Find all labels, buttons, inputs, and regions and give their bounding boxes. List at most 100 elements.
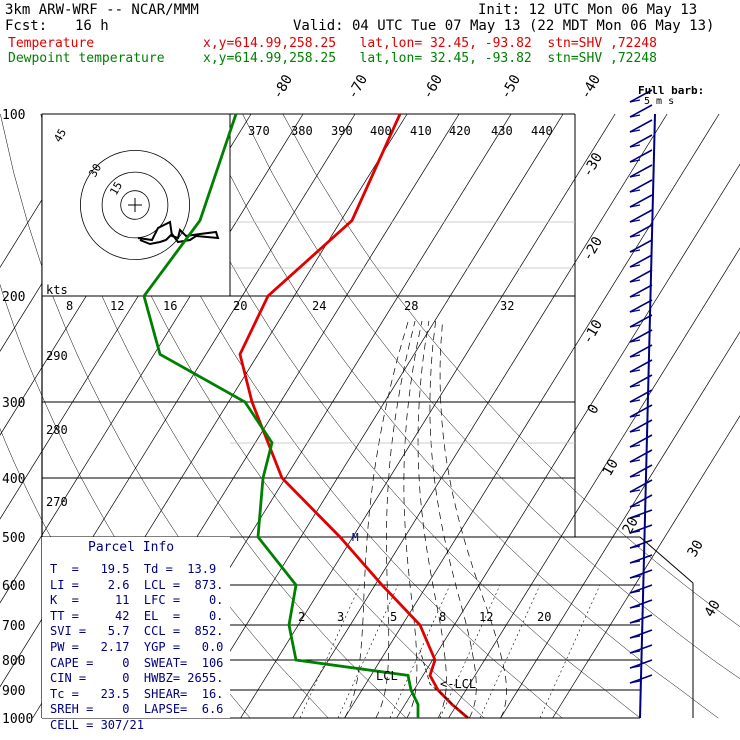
wind-barb xyxy=(629,194,653,208)
parcel-path xyxy=(419,649,469,719)
wind-barb-flag xyxy=(629,399,641,403)
wind-barb-flag xyxy=(629,515,641,519)
dewpoint-legend: Dewpoint temperature xyxy=(8,51,165,66)
parcel-info-row: CELL = 307/21 xyxy=(50,718,144,732)
m-marker: M xyxy=(352,531,359,544)
skewed-isotherm-label: -80 xyxy=(270,72,297,102)
hodo-speed-label: 12 xyxy=(110,299,124,313)
skewed-isotherm-label: 40 xyxy=(702,597,724,620)
barb-frame xyxy=(639,536,694,584)
pressure-tick-label: 900 xyxy=(2,684,25,699)
skewed-isotherm-label: -70 xyxy=(345,72,372,102)
wind-barb xyxy=(629,269,653,283)
wind-barb-flag xyxy=(629,114,641,118)
wind-barb xyxy=(629,179,653,193)
parcel-info-row: T = 19.5 Td = 13.9 xyxy=(50,562,217,576)
wind-barb-flag xyxy=(629,429,641,433)
wind-barb xyxy=(629,119,653,133)
init-time: Init: 12 UTC Mon 06 May 13 xyxy=(478,2,698,18)
wind-barb-flag xyxy=(629,144,641,148)
wind-barb-flag xyxy=(629,384,641,388)
skewed-isotherm-label: -30 xyxy=(580,150,607,180)
wind-barb xyxy=(629,494,653,508)
parcel-info-title: Parcel Info xyxy=(88,540,175,555)
wind-barb-flag xyxy=(629,474,641,478)
parcel-info-row: PW = 2.17 YGP = 0.0 xyxy=(50,640,224,654)
theta-e-label: 390 xyxy=(331,124,353,138)
wind-barb-flag xyxy=(629,129,641,133)
dry-adiabat xyxy=(242,113,740,680)
wind-barb xyxy=(629,329,653,343)
dry-adiabat xyxy=(121,113,563,719)
skewed-isotherm-label: -60 xyxy=(420,72,447,102)
mixing-ratio-label: 8 xyxy=(439,610,446,624)
hodo-ring-label: 30 xyxy=(86,162,104,180)
wind-barb-flag xyxy=(629,294,641,298)
wind-barb-flag xyxy=(629,369,641,373)
parcel-info-row: SREH = 0 LAPSE= 6.6 xyxy=(50,702,224,717)
forecast-hour: 16 h xyxy=(75,18,109,34)
wind-barb xyxy=(629,299,653,313)
wind-barb-flag xyxy=(629,99,641,103)
wind-barb xyxy=(629,449,653,463)
isotherm-line xyxy=(0,113,304,604)
dewpoint-location: x,y=614.99,258.25 lat,lon= 32.45, -93.82… xyxy=(203,51,657,66)
hodo-speed-label: 8 xyxy=(66,299,73,313)
dry-adiabat xyxy=(161,113,641,719)
hodo-ring xyxy=(80,149,190,260)
wind-barb-flag xyxy=(629,219,641,223)
pressure-tick-label: 500 xyxy=(2,531,25,546)
wind-barb-flag xyxy=(629,249,641,253)
wind-barb-flag xyxy=(629,309,641,313)
wind-barb-flag xyxy=(629,339,641,343)
skewed-isotherm-label: 10 xyxy=(600,456,622,479)
wind-barb xyxy=(629,164,653,178)
hodo-ring xyxy=(120,190,150,220)
wind-barb-flag xyxy=(629,264,641,268)
isotherm-line xyxy=(500,331,740,719)
pressure-tick-label: 200 xyxy=(2,290,25,305)
dewpoint-profile xyxy=(142,113,420,718)
isotherm-line xyxy=(396,163,740,719)
mixing-ratio-line xyxy=(389,584,451,719)
dry-adiabat xyxy=(80,113,485,719)
theta-e-label: 430 xyxy=(491,124,513,138)
wind-barb-flag xyxy=(629,174,641,178)
hodo-unit-label: kts xyxy=(46,283,68,297)
wind-barb-flag xyxy=(629,575,641,579)
isotherm-line xyxy=(240,113,616,719)
mixing-ratio-line xyxy=(439,584,501,719)
skewed-isotherm-label: -50 xyxy=(498,72,525,102)
wind-barb xyxy=(629,239,653,253)
parcel-info-row: SVI = 5.7 CCL = 852. xyxy=(50,624,224,639)
temperature-location: x,y=614.99,258.25 lat,lon= 32.45, -93.82… xyxy=(203,36,657,51)
wind-barb-flag xyxy=(629,189,641,193)
theta-e-label: 420 xyxy=(449,124,471,138)
theta-label: 290 xyxy=(46,349,68,363)
skewed-isotherm-label: 0 xyxy=(585,402,603,417)
theta-label: 270 xyxy=(46,495,68,509)
wind-barb-flag xyxy=(629,605,641,609)
wind-barb-staff xyxy=(639,113,656,719)
hodo-ring xyxy=(101,171,169,239)
wind-barb-flag xyxy=(629,204,641,208)
hodo-speed-label: 16 xyxy=(163,299,177,313)
mixing-ratio-line xyxy=(479,584,541,719)
skewed-isotherm-label: -20 xyxy=(580,234,607,264)
mixing-ratio-label: 5 xyxy=(390,610,397,624)
dry-adiabat xyxy=(40,113,407,719)
dry-adiabat xyxy=(282,113,740,627)
wind-barb-flag xyxy=(629,444,641,448)
theta-e-label: 380 xyxy=(291,124,313,138)
isotherm-line xyxy=(552,415,740,719)
wind-barb xyxy=(629,254,653,268)
mixing-ratio-line xyxy=(299,584,361,719)
wind-barb-flag xyxy=(629,560,641,564)
theta-e-label: 440 xyxy=(531,124,553,138)
wind-barb-flag xyxy=(629,414,641,418)
forecast-label: Fcst: xyxy=(5,18,48,34)
wind-barb xyxy=(629,224,653,238)
hodo-speed-label: 20 xyxy=(233,299,247,313)
wind-barb-flag xyxy=(629,590,641,594)
